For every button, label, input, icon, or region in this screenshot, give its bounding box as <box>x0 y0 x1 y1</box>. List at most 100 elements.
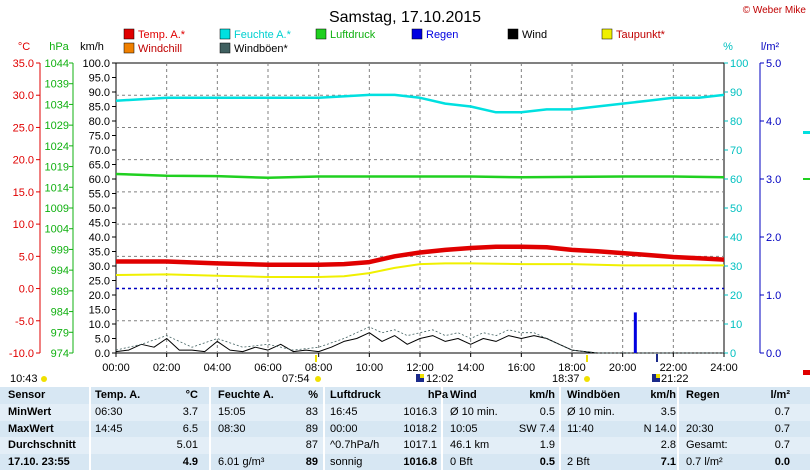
pressure-tick-label: 999 <box>51 244 69 256</box>
edge-marker-humidity <box>803 131 810 134</box>
table-cell: 0.7 <box>774 422 790 435</box>
edge-marker-temp <box>803 370 810 375</box>
rain-bar <box>633 312 637 353</box>
table-cell: 0.7 <box>774 406 790 418</box>
rain-tick-label: 5.0 <box>766 58 781 70</box>
temp-tick-label: 30.0 <box>13 90 34 102</box>
table-header-cell: Regen <box>686 389 720 401</box>
table-cell: 10:05 <box>450 422 478 435</box>
table-cell: 15:05 <box>218 406 246 418</box>
wind-tick-label: 40.0 <box>89 232 110 244</box>
sunset-marker <box>586 355 588 362</box>
temp-tick-label: 10.0 <box>13 219 34 231</box>
x-tick-label: 14:00 <box>457 362 485 374</box>
wind-tick-label: 35.0 <box>89 247 110 259</box>
series-layer <box>115 93 725 354</box>
legend-swatch <box>507 28 519 40</box>
humidity-tick-label: 20 <box>730 290 742 302</box>
pressure-tick-label: 1019 <box>45 162 69 174</box>
humidity-tick-label: 80 <box>730 116 742 128</box>
wind-tick-label: 85.0 <box>89 102 110 114</box>
legend: Temp. A.* Feuchte A.* Luftdruck Regen Wind Ta… <box>123 28 666 55</box>
series-line <box>115 332 724 354</box>
table-cell: 1017.1 <box>403 439 437 451</box>
table-header-cell: Temp. A. <box>95 389 141 401</box>
humidity-tick-label: 50 <box>730 203 742 215</box>
table-row <box>0 420 810 437</box>
rain-tick-label: 3.0 <box>766 174 781 186</box>
table-row-label: MaxWert <box>8 422 54 435</box>
x-tick-label: 22:00 <box>660 362 688 374</box>
table-cell: ^0.7hPa/h <box>330 439 380 451</box>
wind-tick-label: 5.0 <box>95 334 110 346</box>
legend-swatch <box>411 28 423 40</box>
table-cell: 2 Bft <box>567 455 590 468</box>
legend-swatch <box>219 28 231 40</box>
x-tick-label: 08:00 <box>305 362 333 374</box>
temp-tick-label: 0.0 <box>19 284 34 296</box>
table-cell: 1018.2 <box>403 422 437 435</box>
table-column-separator <box>323 387 325 471</box>
rain-tick-label: 0.0 <box>766 348 781 360</box>
table-cell: 1016.3 <box>403 406 437 418</box>
table-cell: Gesamt: <box>686 439 728 451</box>
wind-tick-label: 50.0 <box>89 203 110 215</box>
legend-label: Windchill <box>138 43 182 55</box>
sunrise-mark-label: 07:54 <box>282 373 310 385</box>
wind-tick-label: 15.0 <box>89 305 110 317</box>
table-cell: Ø 10 min. <box>567 406 615 418</box>
legend-swatch <box>219 42 231 54</box>
rain-tick-label: 1.0 <box>766 290 781 302</box>
table-cell: 46.1 km <box>450 439 490 451</box>
table-cell: 2.8 <box>660 439 676 451</box>
x-tick-label: 18:00 <box>558 362 586 374</box>
axis-unit-labels: °C hPa km/h% l/m² <box>18 41 780 53</box>
table-column-separator <box>209 387 211 471</box>
rain-tick-label: 2.0 <box>766 232 781 244</box>
table-header-cell: Windböen <box>567 389 621 401</box>
table-column-separator <box>677 387 679 471</box>
temp-tick-label: 25.0 <box>13 122 34 134</box>
humidity-tick-label: 70 <box>730 145 742 157</box>
table-header-row <box>0 387 810 404</box>
pressure-tick-label: 994 <box>51 265 69 277</box>
x-tick-label: 04:00 <box>204 362 232 374</box>
pressure-tick-label: 989 <box>51 286 69 298</box>
sunrise-time-label: 10:43 <box>10 373 38 385</box>
wind-tick-label: 30.0 <box>89 261 110 273</box>
sun-icon <box>584 376 590 382</box>
wind-tick-label: 90.0 <box>89 87 110 99</box>
temp-tick-label: 5.0 <box>19 251 34 263</box>
humidity-tick-label: 100 <box>730 58 748 70</box>
sun-events: 10:43 07:54 12:02 18:37 21:22 <box>10 354 689 385</box>
unit-pressure: hPa <box>49 41 69 53</box>
table-header-cell: km/h <box>529 389 555 401</box>
chart-title: Samstag, 17.10.2015 <box>329 9 481 26</box>
humidity-tick-label: 40 <box>730 232 742 244</box>
table-cell: 6.5 <box>182 422 198 435</box>
table-cell: 06:30 <box>95 406 123 418</box>
wind-tick-label: 95.0 <box>89 73 110 85</box>
pressure-tick-label: 1034 <box>45 99 69 111</box>
sunrise-marker <box>315 355 317 362</box>
legend-label: Luftdruck <box>330 29 376 41</box>
table-cell: 87 <box>305 439 318 451</box>
humidity-tick-label: 10 <box>730 319 742 331</box>
table-cell: 83 <box>305 406 318 418</box>
pressure-tick-label: 1029 <box>45 120 69 132</box>
table-cell: 0.5 <box>539 406 555 418</box>
table-cell: N 14.0 <box>643 422 676 435</box>
edge-marker-pressure <box>803 178 810 180</box>
table-row-label: Durchschnitt <box>8 439 76 451</box>
x-tick-label: 00:00 <box>102 362 130 374</box>
series-line <box>115 93 725 114</box>
table-cell: 1.9 <box>539 439 555 451</box>
credit-label: © Weber Mike <box>743 5 807 16</box>
legend-swatch <box>315 28 327 40</box>
table-cell: 0.0 <box>774 455 790 468</box>
legend-label: Taupunkt* <box>616 29 666 41</box>
table-column-separator <box>89 387 91 471</box>
grid <box>116 63 724 353</box>
humidity-tick-label: 0 <box>730 348 736 360</box>
temp-tick-label: 15.0 <box>13 187 34 199</box>
